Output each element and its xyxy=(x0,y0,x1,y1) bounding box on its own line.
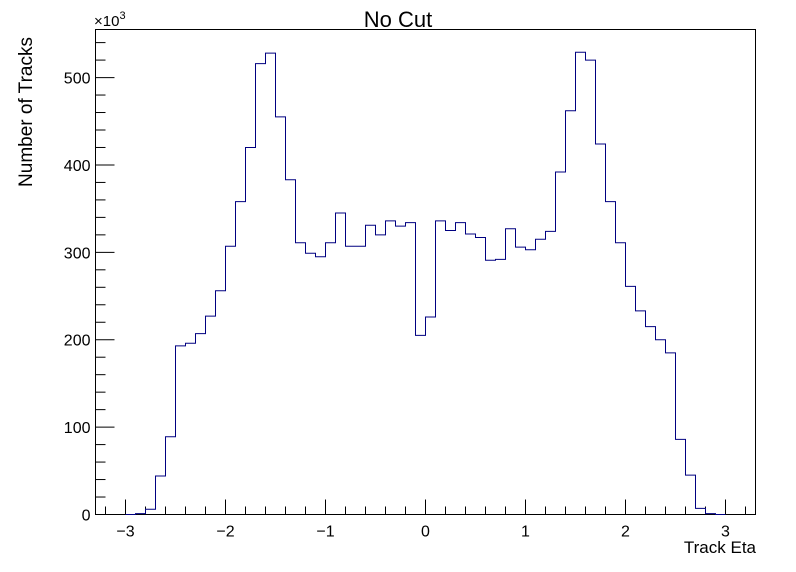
x-tick-label: −3 xyxy=(116,524,134,541)
chart-title: No Cut xyxy=(364,7,432,32)
y-tick-label: 0 xyxy=(82,508,91,525)
x-axis-label: Track Eta xyxy=(684,538,757,557)
y-exponent-label: ×103 xyxy=(94,10,126,30)
y-tick-label: 100 xyxy=(64,420,91,437)
x-tick-label: 0 xyxy=(421,524,430,541)
y-tick-label: 300 xyxy=(64,245,91,262)
y-tick-label: 400 xyxy=(64,158,91,175)
histogram-line xyxy=(125,51,726,515)
y-tick-label: 200 xyxy=(64,333,91,350)
x-tick-label: −2 xyxy=(216,524,234,541)
x-tick-label: 3 xyxy=(721,524,730,541)
y-axis-label: Number of Tracks xyxy=(16,37,37,187)
y-tick-label: 500 xyxy=(64,71,91,88)
x-axis: −3 −2 −1 0 1 2 3 xyxy=(105,499,746,541)
x-tick-label: −1 xyxy=(316,524,334,541)
x-tick-label: 2 xyxy=(621,524,630,541)
y-axis: 0 100 200 300 400 500 xyxy=(64,42,115,525)
plot-frame xyxy=(95,29,756,515)
x-tick-label: 1 xyxy=(521,524,530,541)
